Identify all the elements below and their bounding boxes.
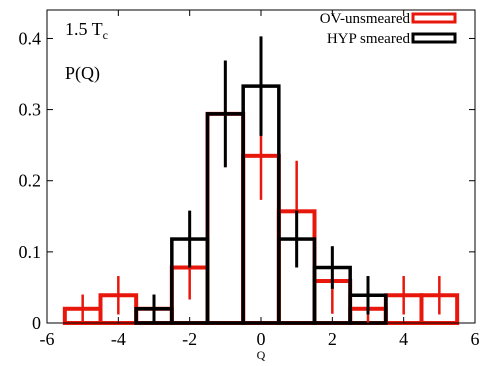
temperature-subscript: c	[103, 28, 108, 42]
x-tick-label: -4	[111, 329, 126, 349]
x-tick-label: 6	[471, 329, 480, 349]
legend-swatch-ov	[411, 12, 457, 24]
x-tick-label: 0	[257, 329, 266, 349]
probability-annotation: P(Q)	[65, 63, 100, 84]
y-tick-label: 0.1	[19, 242, 42, 262]
x-tick-label: 4	[399, 329, 408, 349]
legend-label-hyp: HYP smeared	[327, 31, 411, 47]
x-tick-label: -2	[182, 329, 197, 349]
y-tick-label: 0	[32, 313, 41, 333]
x-axis-title: Q	[257, 348, 266, 362]
y-tick-label: 0.2	[19, 171, 42, 191]
y-tick-label: 0.4	[19, 28, 42, 48]
x-tick-label: -6	[40, 329, 55, 349]
temperature-annotation: 1.5 Tc	[65, 19, 108, 42]
y-tick-label: 0.3	[19, 100, 42, 120]
legend-label-ov: OV-unsmeared	[320, 11, 411, 27]
x-tick-label: 2	[328, 329, 337, 349]
legend: OV-unsmeared HYP smeared	[320, 11, 457, 47]
legend-swatch-hyp	[411, 32, 457, 44]
